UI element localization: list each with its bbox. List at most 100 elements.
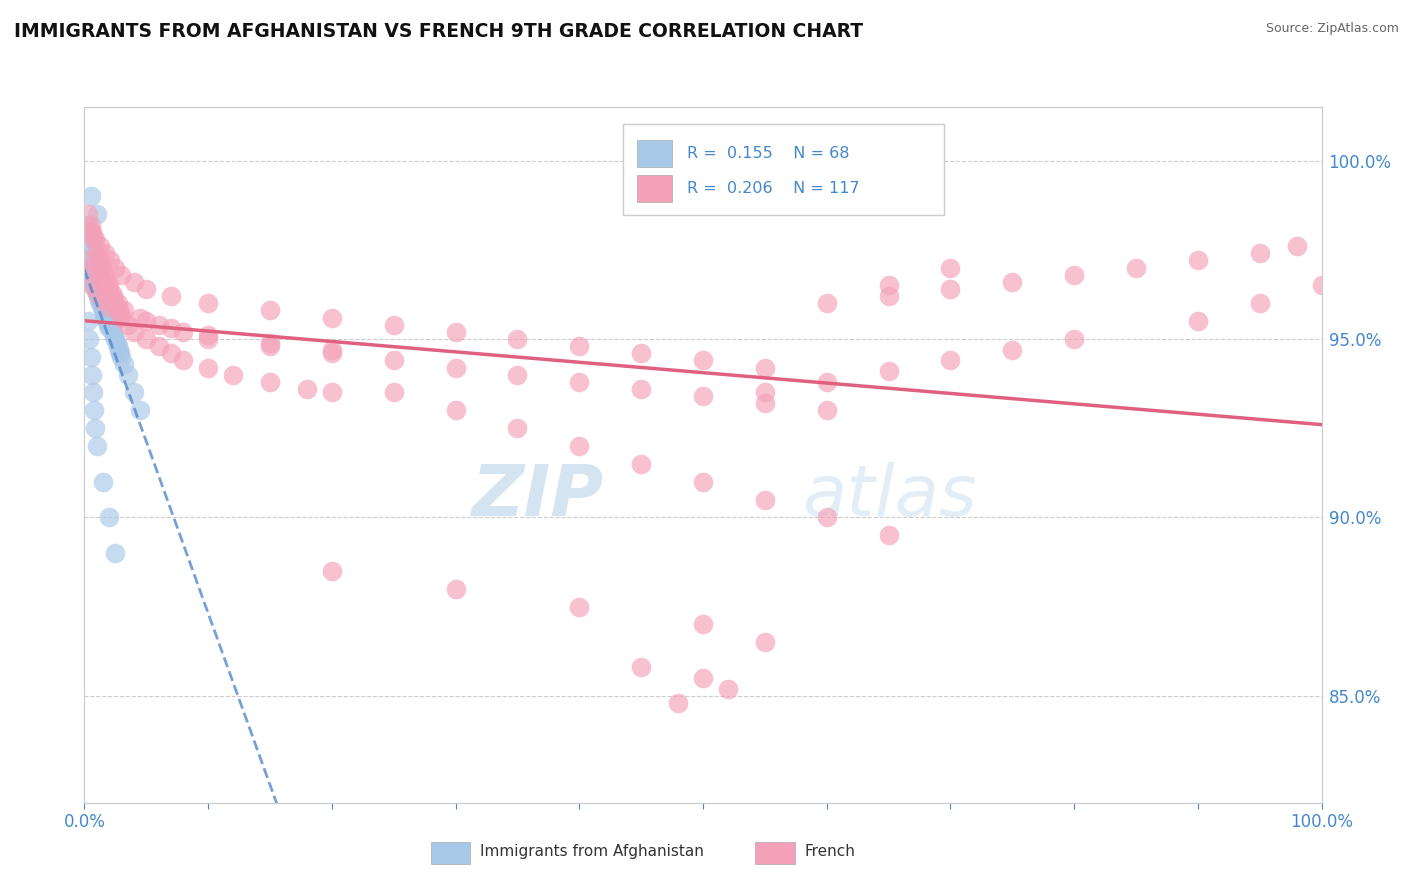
Point — [107, 296, 129, 310]
Point — [110, 350, 132, 364]
Point — [77, 207, 100, 221]
Point — [444, 582, 467, 596]
Point — [122, 325, 145, 339]
Point — [129, 310, 152, 325]
Point — [506, 368, 529, 382]
Point — [94, 303, 117, 318]
Point — [148, 318, 170, 332]
Point — [83, 403, 105, 417]
Point — [83, 271, 105, 285]
Point — [96, 314, 118, 328]
Point — [321, 343, 343, 357]
Point — [86, 243, 108, 257]
Point — [110, 310, 132, 325]
Point — [98, 318, 121, 332]
Text: Source: ZipAtlas.com: Source: ZipAtlas.com — [1265, 22, 1399, 36]
Point — [117, 318, 139, 332]
Point — [692, 671, 714, 685]
Point — [939, 282, 962, 296]
Bar — [637, 175, 672, 202]
Point — [117, 368, 139, 382]
Point — [89, 264, 111, 278]
Text: atlas: atlas — [801, 462, 977, 531]
Point — [1063, 268, 1085, 282]
Point — [87, 268, 110, 282]
Point — [80, 278, 103, 293]
Point — [321, 564, 343, 578]
Point — [754, 396, 776, 410]
Point — [83, 232, 105, 246]
Point — [98, 300, 121, 314]
Point — [80, 225, 103, 239]
Point — [79, 332, 101, 346]
Point — [444, 325, 467, 339]
Point — [754, 492, 776, 507]
Point — [101, 289, 124, 303]
Point — [382, 385, 405, 400]
Point — [754, 385, 776, 400]
Point — [108, 343, 131, 357]
Point — [80, 264, 103, 278]
Point — [83, 278, 105, 293]
Point — [197, 296, 219, 310]
Point — [84, 421, 107, 435]
Point — [1063, 332, 1085, 346]
Point — [79, 225, 101, 239]
Point — [79, 218, 101, 232]
Point — [89, 239, 111, 253]
Point — [321, 346, 343, 360]
Point — [1249, 296, 1271, 310]
Point — [98, 253, 121, 268]
Point — [107, 339, 129, 353]
Point — [1249, 246, 1271, 260]
Point — [79, 260, 101, 275]
Point — [877, 364, 900, 378]
Point — [90, 260, 112, 275]
Point — [197, 332, 219, 346]
Point — [77, 314, 100, 328]
Point — [259, 339, 281, 353]
Point — [86, 285, 108, 300]
Point — [568, 599, 591, 614]
Point — [815, 375, 838, 389]
Point — [754, 635, 776, 649]
Point — [295, 382, 318, 396]
Point — [98, 321, 121, 335]
Point — [112, 303, 135, 318]
Point — [79, 350, 101, 364]
Point — [93, 300, 115, 314]
Point — [94, 310, 117, 325]
Point — [568, 339, 591, 353]
Text: ZIP: ZIP — [472, 462, 605, 531]
Point — [110, 307, 132, 321]
Point — [84, 282, 107, 296]
Point — [568, 439, 591, 453]
Point — [108, 303, 131, 318]
Point — [87, 289, 110, 303]
Point — [82, 385, 104, 400]
Point — [79, 268, 101, 282]
Point — [692, 617, 714, 632]
Point — [91, 293, 114, 307]
Point — [100, 285, 122, 300]
Bar — [637, 140, 672, 167]
Point — [82, 260, 104, 275]
Point — [877, 289, 900, 303]
Point — [84, 232, 107, 246]
Point — [86, 207, 108, 221]
Point — [692, 389, 714, 403]
Text: French: French — [804, 844, 855, 859]
Point — [96, 275, 118, 289]
Point — [160, 289, 183, 303]
Point — [86, 439, 108, 453]
Point — [84, 275, 107, 289]
Point — [96, 307, 118, 321]
Point — [666, 696, 689, 710]
Point — [1125, 260, 1147, 275]
Point — [506, 332, 529, 346]
Point — [93, 268, 115, 282]
Point — [90, 300, 112, 314]
Bar — [430, 842, 471, 864]
Point — [105, 300, 128, 314]
Point — [98, 314, 121, 328]
